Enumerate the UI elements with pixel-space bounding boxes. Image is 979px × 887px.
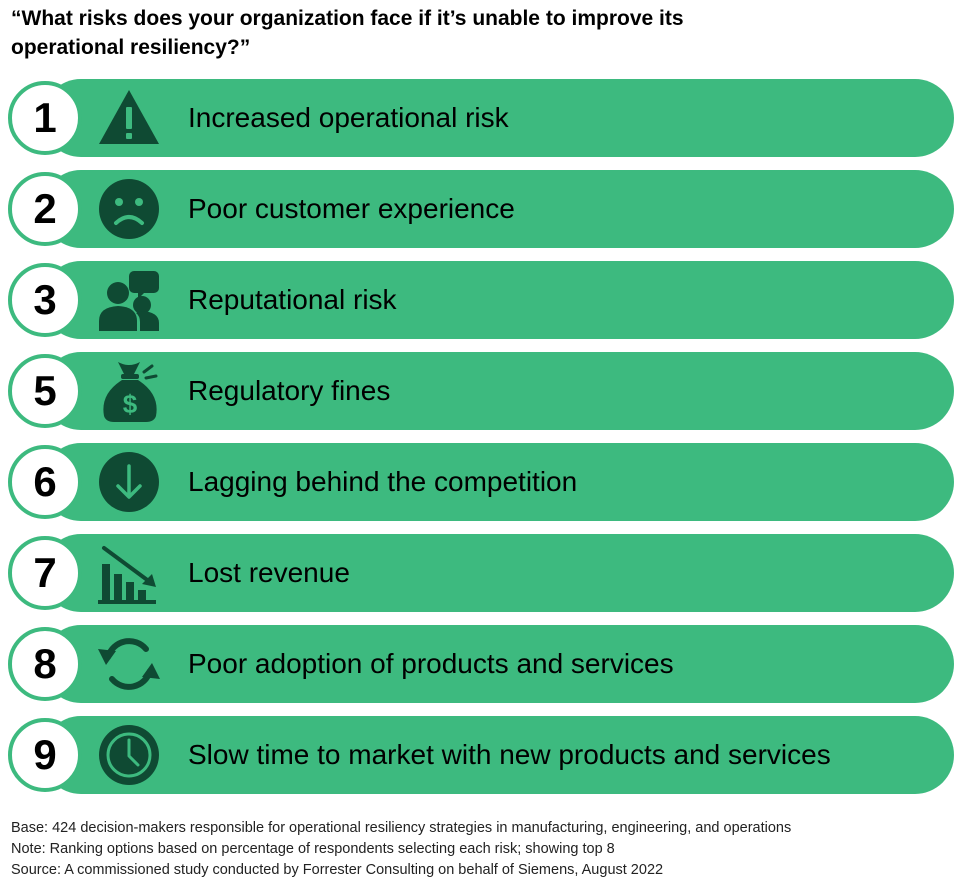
risk-bar — [42, 625, 954, 703]
rank-number: 9 — [33, 731, 57, 778]
rank-badge: 8 — [8, 627, 82, 701]
rank-badge: 6 — [8, 445, 82, 519]
risk-item: 8 Poor adoption of products and services — [8, 625, 954, 703]
rank-number: 8 — [33, 640, 57, 687]
rank-number: 6 — [33, 458, 57, 505]
risk-label: Slow time to market with new products an… — [188, 739, 831, 770]
down-arrow-icon — [96, 449, 162, 515]
risk-item: 6 Lagging behind the competition — [8, 443, 954, 521]
footnote-base: Base: 424 decision-makers responsible fo… — [11, 820, 792, 836]
rank-number: 3 — [33, 276, 57, 323]
rank-badge: 2 — [8, 172, 82, 246]
risk-label: Lost revenue — [188, 557, 350, 588]
risk-bar — [42, 79, 954, 157]
rank-number: 7 — [33, 549, 57, 596]
risk-label: Regulatory fines — [188, 375, 391, 406]
risk-label: Poor adoption of products and services — [188, 648, 674, 679]
footnote-source: Source: A commissioned study conducted b… — [11, 862, 664, 878]
rank-badge: 3 — [8, 263, 82, 337]
warning-icon — [96, 85, 162, 151]
declining-chart-icon — [96, 540, 162, 606]
rank-badge: 7 — [8, 536, 82, 610]
sad-face-icon — [96, 176, 162, 242]
footnotes: Base: 424 decision-makers responsible fo… — [11, 818, 971, 881]
people-speech-icon — [96, 267, 162, 333]
risk-bar — [42, 534, 954, 612]
risk-bar — [42, 443, 954, 521]
clock-icon — [96, 722, 162, 788]
risk-item: 5 $ Regulatory fines — [8, 352, 954, 430]
risk-bar — [42, 352, 954, 430]
rank-number: 2 — [33, 185, 57, 232]
risk-label: Poor customer experience — [188, 193, 515, 224]
risk-item: 2 Poor customer experience — [8, 170, 954, 248]
refresh-arrows-icon — [96, 631, 162, 697]
rank-badge: 9 — [8, 718, 82, 792]
risk-item: 1 Increased operational risk — [8, 79, 954, 157]
risk-item: 3 Reputational risk — [8, 261, 954, 339]
rank-badge: 5 — [8, 354, 82, 428]
risk-bar — [42, 716, 954, 794]
rank-badge: 1 — [8, 81, 82, 155]
risk-item: 7 Lost revenue — [8, 534, 954, 612]
page-title: “What risks does your organization face … — [11, 7, 684, 59]
risk-label: Lagging behind the competition — [188, 466, 578, 497]
rank-number: 5 — [33, 367, 57, 414]
svg-text:$: $ — [123, 389, 138, 419]
footnote-note: Note: Ranking options based on percentag… — [11, 841, 615, 857]
rank-connector-line — [43, 118, 49, 758]
risk-label: Increased operational risk — [188, 102, 509, 133]
risk-item: 9 Slow time to market with new products … — [8, 716, 954, 794]
risk-label: Reputational risk — [188, 284, 397, 315]
rank-number: 1 — [33, 94, 57, 141]
risk-bar — [42, 170, 954, 248]
money-bag-icon: $ — [96, 358, 162, 424]
risk-bar — [42, 261, 954, 339]
